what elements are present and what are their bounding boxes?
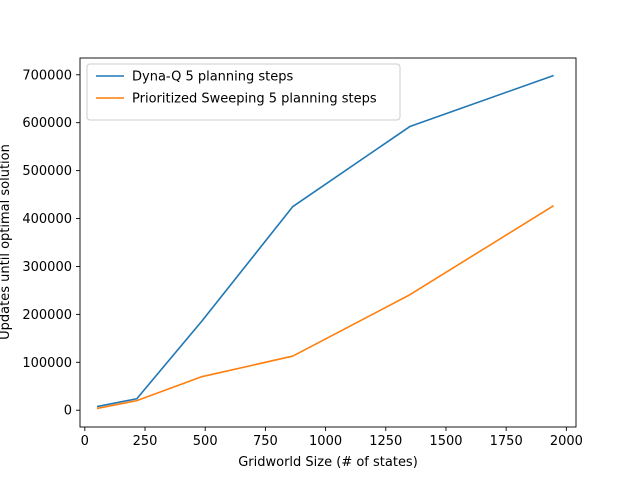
x-tick-label: 2000 [550, 434, 583, 449]
series-line-0 [96, 74, 554, 408]
y-tick-label: 0 [64, 404, 72, 419]
y-axis-label: Updates until optimal solution [0, 144, 13, 340]
x-tick-label: 500 [193, 434, 218, 449]
series-line-1 [96, 204, 554, 410]
legend-label-0: Dyna-Q 5 planning steps [132, 70, 294, 85]
y-tick-label: 700000 [22, 68, 72, 83]
y-tick-label: 100000 [22, 356, 72, 371]
x-tick-label: 750 [253, 434, 278, 449]
legend-box [86, 63, 401, 121]
x-tick-label: 1500 [429, 434, 462, 449]
y-tick-label: 500000 [22, 164, 72, 179]
axes-frame [79, 57, 577, 428]
x-tick-label: 0 [81, 434, 89, 449]
x-tick-label: 250 [133, 434, 158, 449]
y-axis-ticks: 0 100000 200000 300000 400000 500000 600000 700… [22, 68, 80, 419]
x-tick-label: 1750 [490, 434, 523, 449]
axes [79, 57, 577, 428]
series-lines [96, 74, 554, 410]
y-tick-label: 200000 [22, 308, 72, 323]
y-tick-label: 400000 [22, 212, 72, 227]
x-axis-ticks: 0 250 500 750 1000 1250 1500 1750 2000 [81, 427, 583, 449]
legend-label-1: Prioritized Sweeping 5 planning steps [132, 92, 377, 107]
y-tick-label: 600000 [22, 116, 72, 131]
x-tick-label: 1250 [369, 434, 402, 449]
x-tick-label: 1000 [309, 434, 342, 449]
legend: Dyna-Q 5 planning steps Prioritized Sweep… [86, 63, 401, 121]
y-tick-label: 300000 [22, 260, 72, 275]
x-axis-label: Gridworld Size (# of states) [238, 455, 418, 470]
